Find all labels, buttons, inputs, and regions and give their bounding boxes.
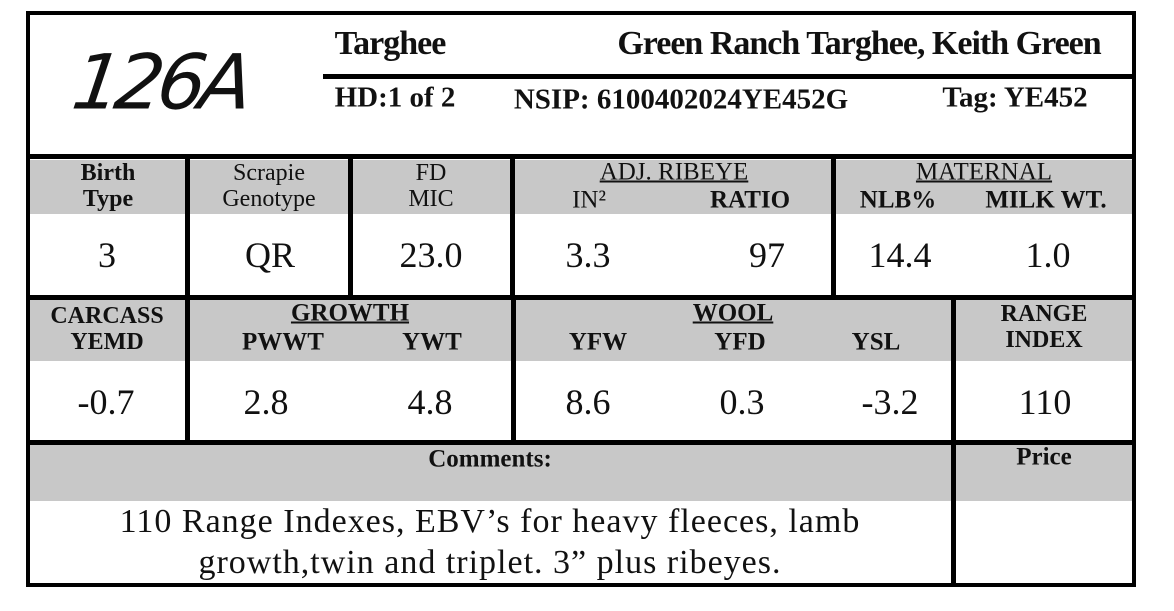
hd: HD:1 of 2 [334, 81, 456, 114]
value: 110 [1018, 382, 1072, 422]
group-header: ADJ. RIBEYE [599, 158, 749, 186]
value: 4.8 [407, 382, 453, 422]
value: 2.8 [243, 382, 289, 422]
value: 1.0 [1025, 235, 1071, 275]
comments-header: Comments: [428, 445, 552, 473]
price-header: Price [1016, 443, 1072, 471]
header-band [29, 160, 1133, 214]
header-band [29, 445, 1133, 501]
rule [511, 297, 516, 442]
rule [185, 157, 190, 297]
comments-text: 110 Range Indexes, EBV’s for heavy fleec… [119, 503, 861, 581]
rule [348, 157, 353, 297]
value: 23.0 [399, 235, 463, 275]
value: 0.3 [719, 382, 765, 422]
header-band [29, 300, 1133, 361]
column-header: YFD [714, 328, 766, 356]
column-header: Scrapie Genotype [222, 160, 316, 212]
column-header: Birth Type [80, 160, 136, 212]
value: -3.2 [861, 382, 919, 422]
rule [185, 297, 190, 442]
column-header: YSL [851, 328, 901, 356]
rule [26, 154, 1136, 159]
column-header: YWT [402, 328, 462, 356]
column-header: YFW [568, 328, 628, 356]
value: QR [244, 235, 296, 275]
value: 97 [749, 235, 785, 275]
column-header: MILK WT. [985, 186, 1107, 214]
value: 14.4 [868, 235, 932, 275]
column-header: RATIO [709, 186, 791, 214]
column-header: IN² [572, 186, 606, 214]
nsip: NSIP: 6100402024YE452G [513, 83, 849, 116]
rule [26, 295, 1136, 300]
column-header: RANGE INDEX [1000, 301, 1088, 353]
value: 3 [98, 235, 116, 275]
rule [323, 74, 1132, 79]
tag: Tag: YE452 [942, 81, 1088, 114]
group-header: GROWTH [290, 299, 410, 327]
column-header: CARCASS YEMD [50, 303, 164, 355]
rule [951, 297, 956, 585]
value: 8.6 [565, 382, 611, 422]
rule [831, 157, 836, 297]
column-header: PWWT [242, 328, 324, 356]
value: -0.7 [77, 382, 135, 422]
value: 3.3 [565, 235, 611, 275]
breed: Targhee [334, 25, 447, 62]
group-header: MATERNAL [915, 158, 1053, 186]
group-header: WOOL [692, 299, 774, 327]
breeder: Green Ranch Targhee, Keith Green [617, 25, 1101, 62]
lot-number: 126A [67, 37, 253, 127]
rule [26, 440, 1136, 445]
rule [510, 157, 515, 297]
column-header: NLB% [859, 186, 937, 214]
column-header: FD MIC [408, 160, 454, 212]
